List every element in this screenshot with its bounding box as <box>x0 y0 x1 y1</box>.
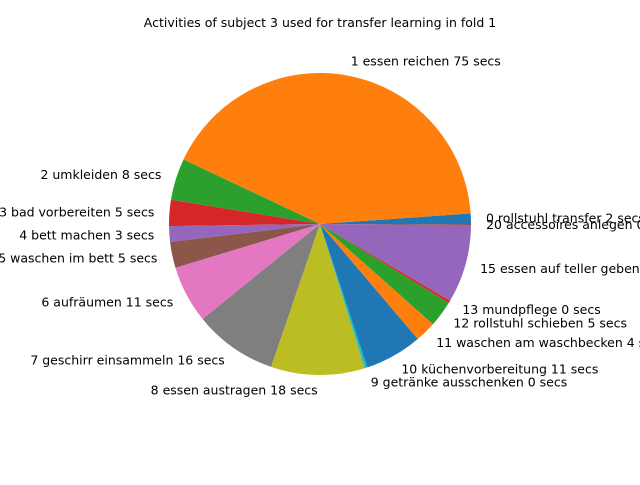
pie-slice-label-0: 0 rollstuhl transfer 2 secs <box>486 211 640 226</box>
pie-slice-4 <box>169 224 320 242</box>
pie-slice-label-15: 20 accessoires anlegen 0 secs <box>486 217 640 232</box>
pie-slice-label-4: 4 bett machen 3 secs <box>19 228 154 243</box>
pie-labels: 0 rollstuhl transfer 2 secs 1 essen reich… <box>0 53 640 397</box>
pie-slice-label-11: 11 waschen am waschbecken 4 secs <box>436 335 640 350</box>
pie-slice-12 <box>320 224 449 325</box>
pie-slice-label-7: 7 geschirr einsammeln 16 secs <box>30 353 225 368</box>
pie-slice-label-2: 2 umkleiden 8 secs <box>40 167 161 182</box>
chart-title: Activities of subject 3 used for transfe… <box>144 15 496 30</box>
pie-slice-label-9: 9 getränke ausschenken 0 secs <box>371 375 568 390</box>
pie-slice-3 <box>168 199 320 227</box>
pie-slice-label-3: 3 bad vorbereiten 5 secs <box>0 204 154 219</box>
pie-slice-label-10: 10 küchenvorbereitung 11 secs <box>401 361 598 376</box>
pie-slice-label-14: 15 essen auf teller geben 15 secs <box>480 261 640 276</box>
pie-slice-0 <box>320 213 472 224</box>
pie-slice-15 <box>320 224 472 226</box>
pie-slice-label-13: 13 mundpflege 0 secs <box>462 302 600 317</box>
pie-slice-7 <box>202 224 320 367</box>
pie-slice-label-12: 12 rollstuhl schieben 5 secs <box>453 315 627 330</box>
pie-slice-14 <box>320 224 471 301</box>
pie-slice-label-8: 8 essen austragen 18 secs <box>151 383 318 398</box>
pie-slice-6 <box>175 224 320 319</box>
pie-slice-2 <box>170 159 320 224</box>
pie-slice-label-1: 1 essen reichen 75 secs <box>351 53 501 68</box>
pie-slice-5 <box>170 224 320 268</box>
pie-slice-9 <box>320 224 368 369</box>
pie-slice-11 <box>320 224 433 340</box>
pie-slices <box>168 73 472 376</box>
pie-slice-8 <box>271 224 365 376</box>
pie-slice-1 <box>183 73 471 224</box>
pie-slice-13 <box>320 224 451 303</box>
pie-slice-label-6: 6 aufräumen 11 secs <box>41 294 173 309</box>
pie-slice-label-5: 5 waschen im bett 5 secs <box>0 251 157 266</box>
pie-slice-10 <box>320 224 418 368</box>
